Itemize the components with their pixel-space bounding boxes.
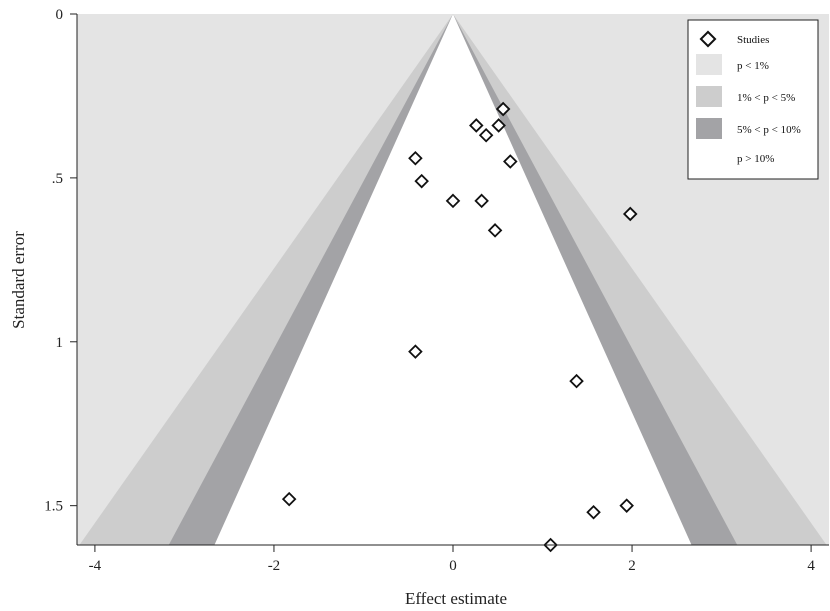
study-point-9 <box>622 206 638 222</box>
study-point-10 <box>487 223 503 238</box>
legend-label-p10: 5% < p < 10% <box>737 124 801 136</box>
legend-label-pgt10: p > 10% <box>737 153 774 165</box>
study-points <box>281 101 638 553</box>
y-tick-label-1: .5 <box>52 171 63 187</box>
legend-swatch-p5 <box>696 86 722 107</box>
y-tick-label-2: 1 <box>56 335 64 351</box>
legend: Studies p < 1% 1% < p < 5% 5% < p < 10% … <box>687 19 819 180</box>
y-ticks: 0 .5 1 1.5 <box>44 7 77 515</box>
axes: -4 -2 0 2 4 0 .5 1 1.5 <box>44 7 829 574</box>
legend-swatch-p10 <box>696 118 722 139</box>
legend-label-studies: Studies <box>737 34 769 46</box>
study-point-13 <box>281 491 297 507</box>
y-tick-label-3: 1.5 <box>44 499 63 515</box>
study-point-7 <box>445 193 461 209</box>
study-point-12 <box>569 373 584 389</box>
x-ticks: -4 -2 0 2 4 <box>89 545 815 574</box>
x-tick-label-4: 4 <box>807 558 815 574</box>
study-point-2 <box>491 118 506 133</box>
study-point-3 <box>478 128 494 143</box>
x-tick-label-1: -2 <box>268 558 281 574</box>
x-tick-label-0: -4 <box>89 558 102 574</box>
study-point-4 <box>408 150 423 166</box>
y-tick-label-0: 0 <box>56 7 64 23</box>
x-tick-label-3: 2 <box>628 558 636 574</box>
study-point-0 <box>495 101 511 117</box>
study-point-6 <box>414 173 429 189</box>
y-axis-title: Standard error <box>9 231 28 329</box>
significance-contours <box>79 14 827 545</box>
legend-swatch-p1 <box>696 54 722 75</box>
legend-label-p1: p < 1% <box>737 60 769 72</box>
study-point-1 <box>469 118 484 133</box>
legend-label-p5: 1% < p < 5% <box>737 92 795 104</box>
legend-marker-studies <box>699 30 717 48</box>
study-point-11 <box>408 344 423 359</box>
contour-region-3 <box>214 14 692 545</box>
study-point-14 <box>586 504 601 520</box>
x-axis-title: Effect estimate <box>405 589 507 608</box>
x-tick-label-2: 0 <box>449 558 457 574</box>
study-point-8 <box>474 193 489 209</box>
study-point-5 <box>503 154 518 169</box>
study-point-15 <box>619 498 634 513</box>
